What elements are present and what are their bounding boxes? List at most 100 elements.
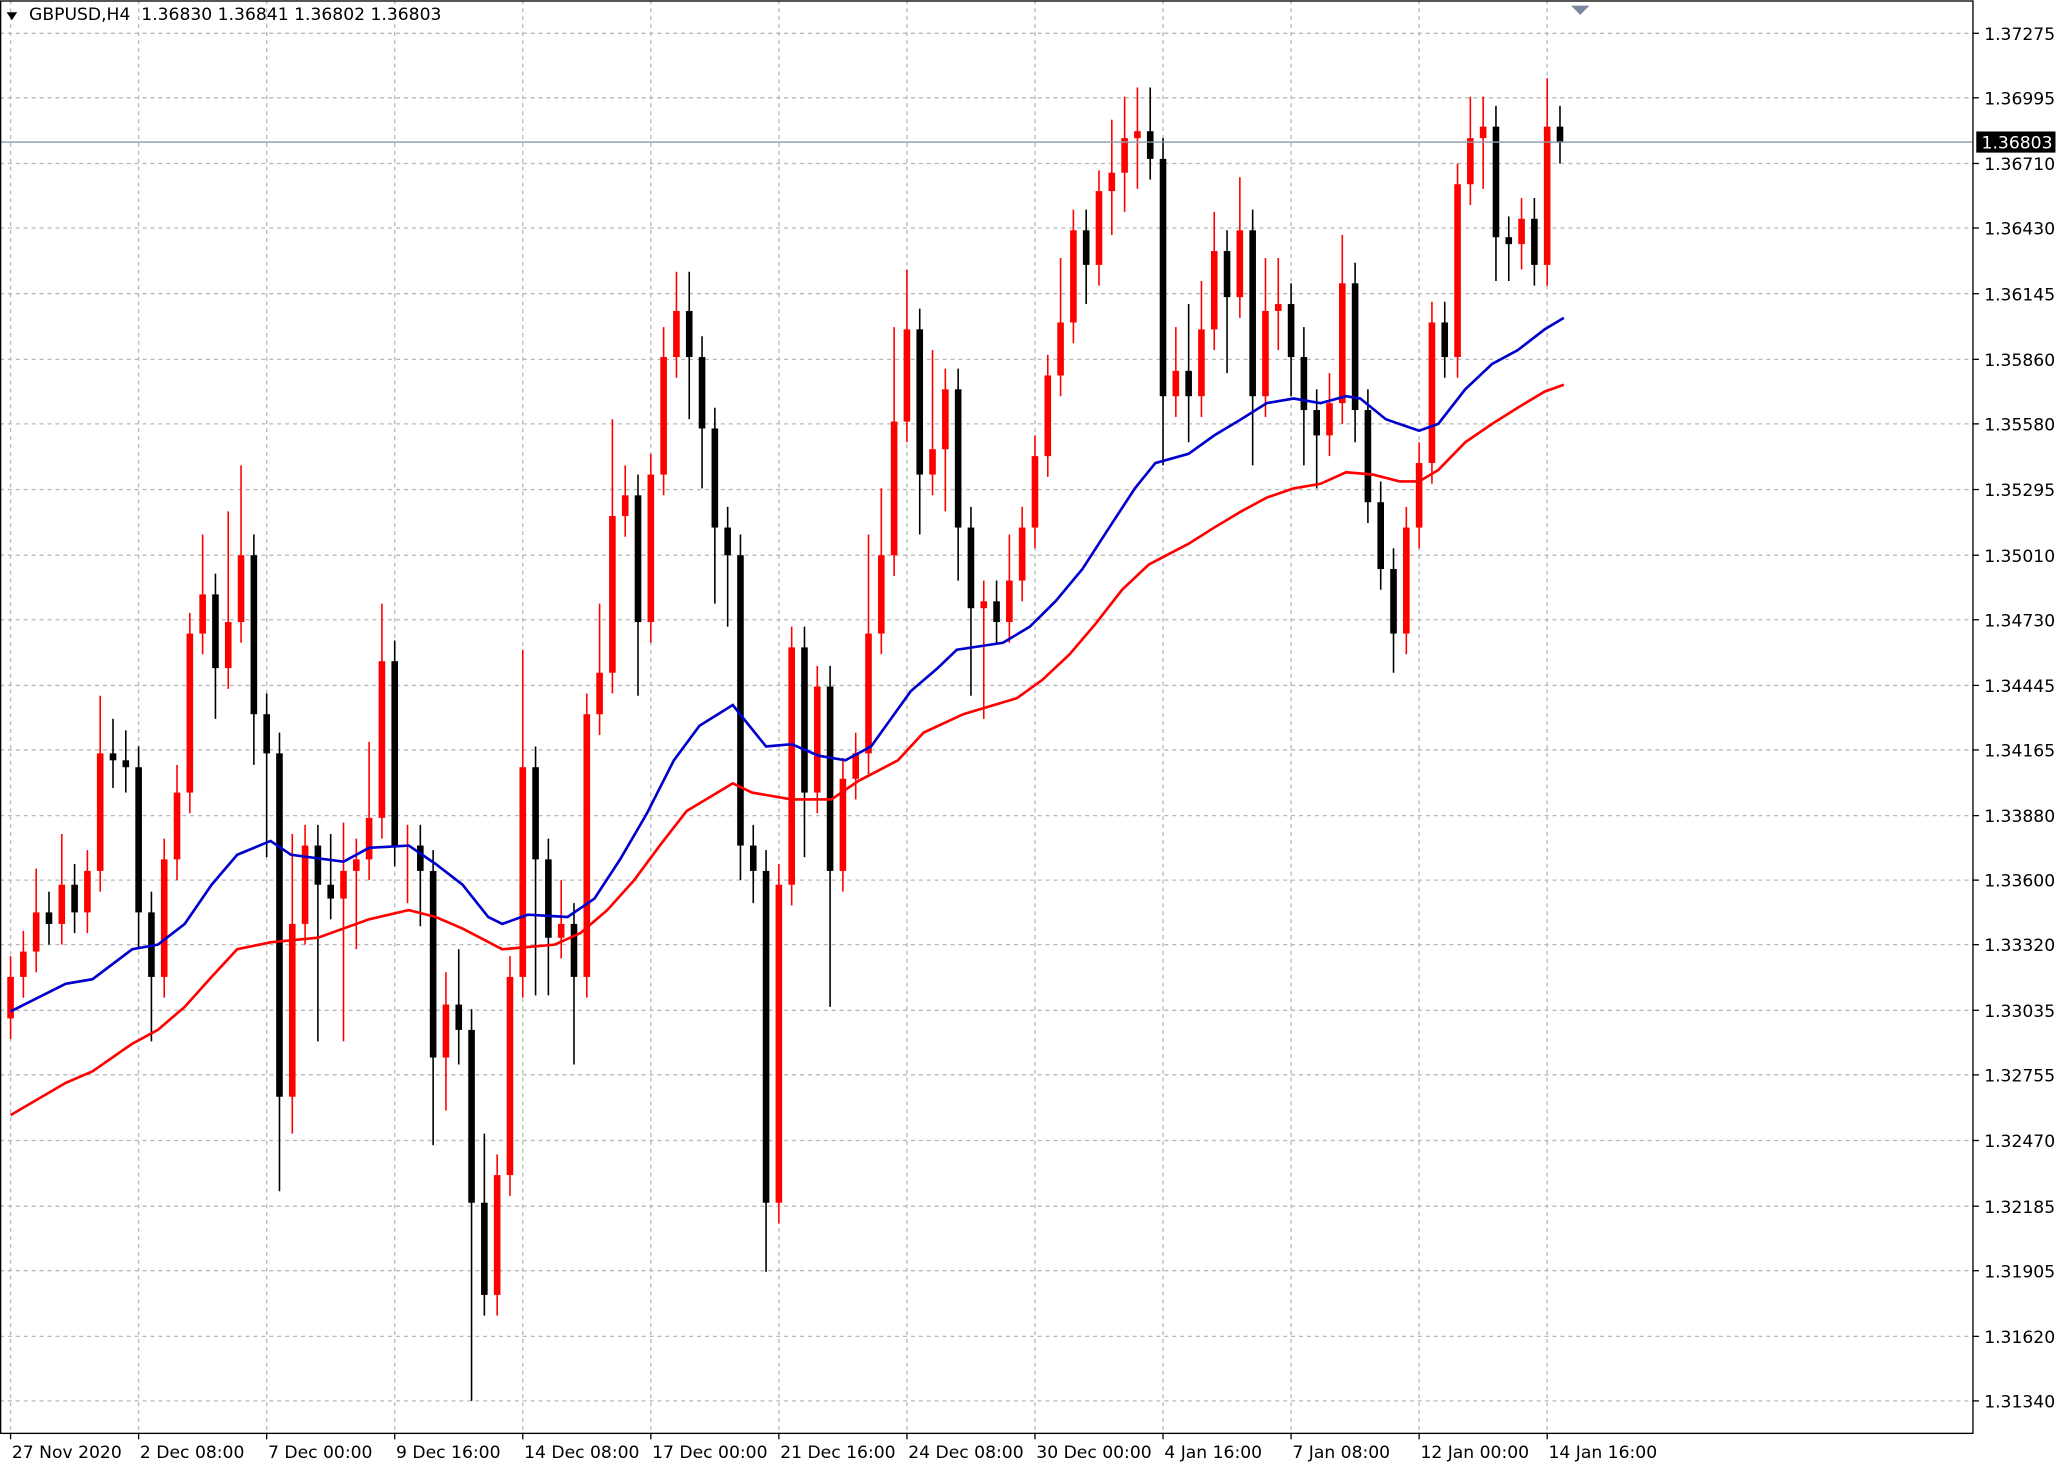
last-price-label: 1.36803	[1982, 134, 2053, 154]
plot-area	[0, 0, 1973, 1433]
candle-body	[481, 1202, 488, 1295]
y-tick-label: 1.33320	[1984, 936, 2055, 956]
y-tick-label: 1.32470	[1984, 1132, 2055, 1152]
candle-body	[1338, 283, 1346, 404]
candle-body	[1031, 456, 1039, 528]
candle-body	[250, 555, 258, 715]
candle-body	[762, 870, 770, 1203]
candle-body	[1300, 357, 1308, 411]
candle-body	[826, 686, 834, 871]
y-tick-label: 1.36995	[1984, 89, 2055, 109]
candle-body	[1018, 527, 1026, 581]
x-tick-label: 24 Dec 08:00	[908, 1443, 1023, 1463]
candle-body	[122, 760, 130, 768]
shift-marker[interactable]	[1570, 5, 1590, 15]
y-tick-label: 1.34730	[1984, 611, 2055, 631]
x-tick-label: 27 Nov 2020	[12, 1443, 122, 1463]
candle-body	[224, 622, 232, 669]
candle-body	[647, 474, 655, 623]
candle-body	[1415, 463, 1423, 528]
candle-body	[609, 516, 616, 673]
candle-body	[967, 527, 975, 609]
x-tick-label: 4 Jan 16:00	[1164, 1443, 1262, 1463]
candle-body	[724, 527, 731, 556]
candle-body	[276, 753, 283, 1097]
y-tick-label: 1.33880	[1984, 807, 2055, 827]
candle-body	[506, 976, 514, 1176]
candle-body	[852, 753, 860, 779]
x-tick-label: 14 Dec 08:00	[524, 1443, 639, 1463]
candle-body	[865, 633, 872, 754]
candle-body	[160, 859, 168, 977]
candle-body	[1454, 184, 1461, 358]
candle-body	[890, 421, 898, 556]
candle-body	[801, 647, 808, 793]
candle-body	[519, 767, 527, 977]
candle-body	[1479, 126, 1487, 139]
candle-body	[673, 310, 680, 358]
candle-body	[839, 778, 847, 871]
candle-body	[1326, 403, 1333, 436]
candle-body	[1351, 283, 1359, 411]
candle-body	[135, 767, 142, 913]
x-tick-label: 14 Jan 16:00	[1548, 1443, 1657, 1463]
last-price-box	[1976, 131, 2056, 153]
candle-body	[929, 449, 936, 475]
candle-body	[903, 329, 911, 422]
candle-body	[1390, 569, 1397, 634]
x-tick-label: 7 Jan 08:00	[1292, 1443, 1390, 1463]
candle-body	[1556, 126, 1564, 143]
candle-body	[1185, 370, 1192, 397]
candle-body	[96, 753, 104, 871]
candle-body	[84, 870, 91, 913]
chart-header: GBPUSD,H4 1.36830 1.36841 1.36802 1.3680…	[29, 5, 441, 25]
candle-body	[301, 845, 309, 924]
candle-body	[1518, 218, 1525, 245]
candle-body	[58, 884, 66, 924]
moving-average-line	[9, 316, 1565, 1013]
candle-body	[942, 389, 949, 450]
candle-body	[1082, 230, 1090, 265]
candle-body	[634, 495, 642, 623]
candle-body	[1287, 304, 1295, 358]
candle-body	[314, 845, 322, 885]
x-tick-label: 17 Dec 00:00	[652, 1443, 767, 1463]
candle-body	[429, 870, 437, 1058]
y-tick-label: 1.35010	[1984, 547, 2055, 567]
candle-body	[1095, 191, 1103, 265]
candle-body	[20, 951, 27, 977]
plot-border	[0, 0, 1974, 1435]
candle-body	[1274, 304, 1282, 311]
candle-body	[1543, 126, 1551, 265]
candle-body	[749, 845, 757, 871]
candle-body	[993, 601, 1000, 623]
y-tick-label: 1.32755	[1984, 1066, 2055, 1086]
candle-body	[1249, 230, 1256, 397]
menu-arrow[interactable]	[6, 12, 18, 21]
candle-body	[1441, 322, 1449, 358]
candle-body	[263, 714, 270, 754]
x-tick-label: 9 Dec 16:00	[396, 1443, 500, 1463]
candle-body	[1313, 410, 1320, 436]
candle-body	[378, 661, 386, 818]
candle-body	[212, 594, 219, 669]
candle-body	[455, 1004, 463, 1030]
candle-body	[1223, 251, 1231, 298]
candle-body	[1492, 126, 1500, 238]
y-tick-label: 1.35295	[1984, 481, 2055, 501]
candle-body	[1057, 322, 1064, 376]
y-tick-label: 1.35580	[1984, 415, 2055, 435]
candle-body	[596, 672, 603, 715]
y-tick-label: 1.37275	[1984, 25, 2055, 45]
candle-body	[1172, 370, 1180, 397]
x-tick-label: 2 Dec 08:00	[140, 1443, 244, 1463]
candle-body	[1377, 502, 1385, 570]
candle-body	[288, 923, 296, 1097]
candle-body	[391, 661, 399, 846]
candle-body	[980, 601, 988, 609]
candle-body	[1210, 251, 1218, 330]
candle-body	[788, 647, 795, 885]
